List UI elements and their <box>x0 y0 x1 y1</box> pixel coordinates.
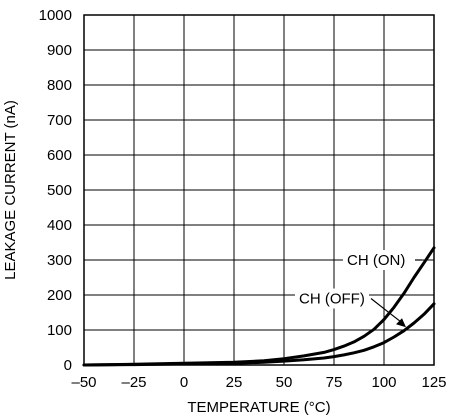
series-group <box>82 246 436 367</box>
y-tick-label: 800 <box>47 77 72 94</box>
x-tick-label: 100 <box>371 374 396 391</box>
x-axis-title: TEMPERATURE (°C) <box>187 399 330 416</box>
y-tick-label: 400 <box>47 217 72 234</box>
annotation-ch-off: CH (OFF) <box>299 291 365 308</box>
y-tick-label: 900 <box>47 42 72 59</box>
y-tick-label: 500 <box>47 182 72 199</box>
y-tick-label: 200 <box>47 287 72 304</box>
x-tick-label: 125 <box>421 374 446 391</box>
y-tick-label: 700 <box>47 112 72 129</box>
y-axis-title: LEAKAGE CURRENT (nA) <box>2 100 19 280</box>
annotation-ch-off-background <box>295 288 369 309</box>
plot-frame <box>83 14 435 366</box>
x-tick-label: 25 <box>226 374 243 391</box>
y-tick-label: 600 <box>47 147 72 164</box>
series-line-ch-off <box>82 302 436 367</box>
leader-ch-off <box>370 298 401 322</box>
tick-labels: –50 –25 0 25 50 75 100 125 0 100 200 300 400 500 600 70… <box>39 7 447 391</box>
y-tick-label: 1000 <box>39 7 72 24</box>
x-tick-label: –50 <box>71 374 96 391</box>
grid <box>84 15 434 365</box>
leader-arrow-ch-off <box>396 318 406 328</box>
x-tick-label: –25 <box>121 374 146 391</box>
x-tick-label: 0 <box>180 374 188 391</box>
annotation-ch-on: CH (ON) <box>347 252 405 269</box>
annotation-ch-on-background <box>343 250 415 270</box>
x-tick-label: 75 <box>326 374 343 391</box>
y-tick-label: 300 <box>47 252 72 269</box>
y-tick-label: 0 <box>64 357 72 374</box>
y-tick-label: 100 <box>47 322 72 339</box>
x-tick-label: 50 <box>276 374 293 391</box>
